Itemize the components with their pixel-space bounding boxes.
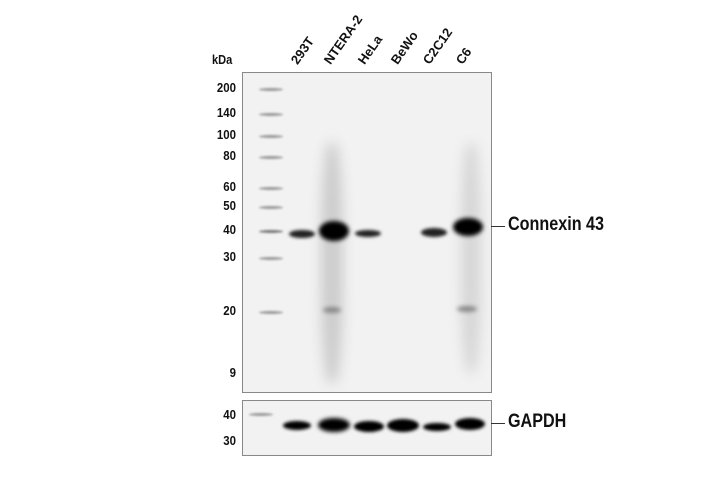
marker-100: 100 <box>216 127 236 142</box>
marker-20: 20 <box>223 303 236 318</box>
gapdh-pointer <box>491 423 505 424</box>
marker-9: 9 <box>229 365 236 380</box>
connexin43-blot <box>242 72 492 393</box>
marker-80: 80 <box>223 148 236 163</box>
marker-200: 200 <box>216 80 236 95</box>
gapdh-blot <box>242 400 492 456</box>
gapdh-label: GAPDH <box>508 411 567 432</box>
marker-40: 40 <box>223 222 236 237</box>
lane-label-c6: C6 <box>452 44 475 67</box>
marker-50: 50 <box>223 198 236 213</box>
connexin43-pointer <box>491 226 505 227</box>
lane-label-bewo: BeWo <box>387 28 421 68</box>
marker-30: 30 <box>223 249 236 264</box>
marker-140: 140 <box>216 105 236 120</box>
lane-label-293t: 293T <box>287 34 318 67</box>
kda-label: kDa <box>212 52 233 67</box>
connexin43-label: Connexin 43 <box>508 214 605 235</box>
marker-60: 60 <box>223 179 236 194</box>
lane-label-c2c12: C2C12 <box>419 25 456 68</box>
gapdh-marker-30: 30 <box>223 433 236 448</box>
gapdh-marker-40: 40 <box>223 407 236 422</box>
lane-label-hela: HeLa <box>354 32 386 67</box>
